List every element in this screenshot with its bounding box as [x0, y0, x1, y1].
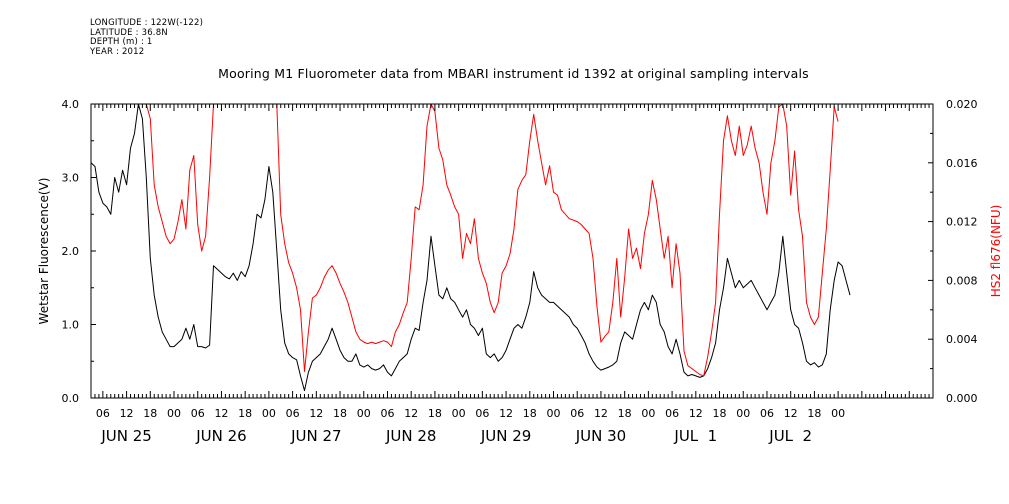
y2-tick-label: 0.000	[946, 392, 978, 405]
x-hour-label: 06	[665, 407, 679, 420]
y-axis-label: Wetstar Fluorescence(V)	[37, 178, 51, 325]
x-hour-label: 00	[357, 407, 371, 420]
x-hour-label: 18	[713, 407, 727, 420]
metadata-block: LONGITUDE : 122W(-122) LATITUDE : 36.8N …	[90, 18, 204, 57]
y2-tick-label: 0.008	[946, 274, 978, 287]
x-hour-label: 00	[452, 407, 466, 420]
y2-tick-label: 0.016	[946, 157, 978, 170]
x-hour-label: 12	[404, 407, 418, 420]
x-hour-label: 06	[570, 407, 584, 420]
x-day-label: JUN 29	[480, 427, 531, 445]
x-day-label: JUN 28	[385, 427, 436, 445]
x-hour-label: 00	[547, 407, 561, 420]
y2-tick-label: 0.004	[946, 333, 978, 346]
x-hour-label: 18	[143, 407, 157, 420]
x-day-label: JUN 27	[290, 427, 341, 445]
y-tick-label: 2.0	[62, 245, 80, 258]
depth-text: DEPTH (m) : 1	[90, 37, 153, 48]
year-text: YEAR : 2012	[90, 46, 145, 57]
x-day-label: JUN 26	[195, 427, 246, 445]
longitude-text: LONGITUDE : 122W(-122)	[90, 18, 204, 28]
x-day-label: JUL 1	[673, 427, 717, 445]
x-hour-label: 18	[618, 407, 632, 420]
y-tick-label: 1.0	[62, 319, 80, 332]
series-line-1	[90, 103, 851, 392]
x-hour-label: 00	[167, 407, 181, 420]
x-hour-label: 12	[214, 407, 228, 420]
x-hour-label: 00	[641, 407, 655, 420]
latitude-text: LATITUDE : 36.8N	[90, 27, 168, 38]
x-hour-label: 18	[238, 407, 252, 420]
x-hour-label: 12	[499, 407, 513, 420]
y-tick-label: 3.0	[62, 172, 80, 185]
x-hour-label: 06	[760, 407, 774, 420]
x-hour-label: 06	[96, 407, 110, 420]
x-hour-label: 12	[784, 407, 798, 420]
axis-layer: 0.0 1.0 2.0 3.0 4.0 0.000 0.004 0.008 0.012 0.016…	[62, 98, 978, 445]
x-hour-label: 12	[594, 407, 608, 420]
chart-title: Mooring M1 Fluorometer data from MBARI i…	[218, 66, 809, 81]
plot-frame	[90, 103, 934, 399]
x-hour-label: 06	[475, 407, 489, 420]
x-day-label: JUL 2	[768, 427, 812, 445]
x-hour-label: 06	[380, 407, 394, 420]
x-hour-label: 12	[120, 407, 134, 420]
x-hour-label: 18	[428, 407, 442, 420]
series-layer	[90, 103, 851, 392]
y-tick-label: 4.0	[62, 98, 80, 111]
x-hour-label: 18	[523, 407, 537, 420]
x-day-label: JUN 30	[575, 427, 626, 445]
x-day-label: JUN 25	[100, 427, 151, 445]
y2-axis-label: HS2 fl676(NFU)	[989, 205, 1003, 298]
y2-tick-label: 0.012	[946, 216, 978, 229]
x-hour-label: 00	[736, 407, 750, 420]
x-hour-label: 18	[807, 407, 821, 420]
y2-tick-label: 0.020	[946, 98, 978, 111]
series-line-2	[142, 103, 839, 377]
x-hour-label: 12	[689, 407, 703, 420]
x-hour-label: 12	[309, 407, 323, 420]
y-tick-label: 0.0	[62, 392, 80, 405]
x-hour-label: 18	[333, 407, 347, 420]
x-hour-label: 00	[262, 407, 276, 420]
x-hour-label: 00	[831, 407, 845, 420]
x-hour-label: 06	[286, 407, 300, 420]
x-hour-label: 06	[191, 407, 205, 420]
